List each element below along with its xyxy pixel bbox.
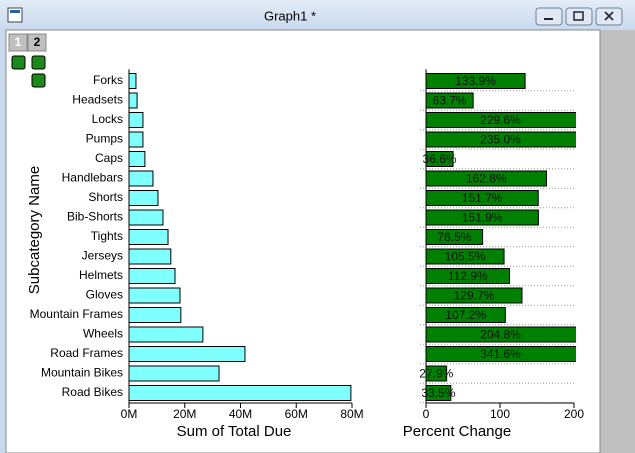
bar — [128, 131, 144, 148]
x-axis-title: Sum of Total Due — [177, 423, 292, 440]
bar — [128, 209, 164, 226]
value-label: 151.9% — [462, 211, 503, 225]
value-label: 151.7% — [462, 191, 503, 205]
scroll-area — [600, 30, 635, 453]
value-label: 36.6% — [423, 152, 457, 166]
category-label: Forks — [93, 73, 123, 87]
value-label: 235.0% — [480, 133, 521, 147]
x-tick-label: 20M — [173, 407, 196, 421]
minimize-glyph — [544, 18, 553, 20]
bar — [128, 112, 144, 128]
lock-icon[interactable] — [11, 55, 26, 70]
value-label: 162.8% — [466, 172, 507, 186]
lock-icon[interactable] — [31, 73, 46, 88]
category-label: Tights — [91, 229, 123, 243]
bar — [128, 151, 146, 167]
bar — [128, 287, 181, 304]
bar — [128, 385, 352, 401]
bar — [128, 229, 169, 245]
category-label: Road Frames — [50, 346, 123, 360]
lock-icons — [11, 55, 46, 88]
category-label: Road Bikes — [62, 385, 123, 399]
bar — [128, 73, 137, 89]
page-border — [5, 29, 601, 453]
category-label: Handlebars — [62, 171, 123, 185]
category-label: Locks — [92, 112, 123, 126]
category-label: Headsets — [72, 93, 123, 107]
maximize-button[interactable] — [565, 7, 593, 26]
icon-detail — [10, 10, 20, 13]
x-tick-label: 100 — [490, 407, 510, 421]
bar — [128, 326, 204, 343]
lock-icon[interactable] — [31, 55, 46, 70]
bar — [128, 346, 246, 362]
x-tick-label: 40M — [229, 407, 252, 421]
x-tick-label: 0 — [423, 407, 430, 421]
layer-tab-label: 1 — [15, 35, 22, 49]
category-label: Shorts — [88, 190, 123, 204]
window-title: Graph1 * — [264, 8, 316, 23]
maximize-glyph — [573, 11, 584, 21]
bar — [128, 170, 154, 187]
x-axis-title: Percent Change — [403, 423, 511, 440]
category-label: Jerseys — [82, 249, 123, 263]
category-label: Mountain Frames — [30, 307, 123, 321]
x-tick-label: 200 — [564, 407, 584, 421]
bar — [128, 92, 138, 109]
bar — [128, 307, 182, 323]
bar — [128, 190, 159, 206]
x-tick-label: 0M — [121, 407, 138, 421]
category-label: Caps — [95, 151, 123, 165]
minimize-button[interactable] — [535, 7, 563, 26]
category-label: Helmets — [79, 268, 123, 282]
layer-tab[interactable] — [8, 33, 28, 52]
category-label: Mountain Bikes — [41, 366, 123, 380]
bar — [128, 365, 220, 382]
value-label: 76.5% — [437, 230, 471, 244]
category-label: Wheels — [83, 327, 123, 341]
x-tick-label: 80M — [340, 407, 363, 421]
title-bar — [0, 0, 635, 30]
y-axis-title: Subcategory Name — [26, 166, 43, 294]
value-label: 204.8% — [480, 328, 521, 342]
value-label: 112.9% — [448, 269, 488, 283]
close-glyph — [604, 11, 614, 21]
category-label: Gloves — [86, 288, 123, 302]
value-label: 129.7% — [454, 289, 495, 303]
value-label: 107.2% — [445, 308, 486, 322]
layer-tab[interactable] — [27, 33, 47, 52]
value-label: 27.9% — [419, 367, 453, 381]
graph-page — [6, 30, 600, 453]
category-label: Bib-Shorts — [67, 210, 123, 224]
bar — [128, 248, 172, 265]
layer-tab-label: 2 — [34, 35, 41, 49]
value-label: 133.9% — [455, 74, 496, 88]
value-label: 105.5% — [445, 250, 486, 264]
value-label: 229.6% — [480, 113, 521, 127]
value-label: 33.5% — [421, 386, 455, 400]
x-tick-label: 60M — [285, 407, 308, 421]
value-label: 63.7% — [433, 94, 467, 108]
category-label: Pumps — [86, 132, 123, 146]
value-label: 341.6% — [480, 347, 521, 361]
bar — [128, 268, 176, 284]
